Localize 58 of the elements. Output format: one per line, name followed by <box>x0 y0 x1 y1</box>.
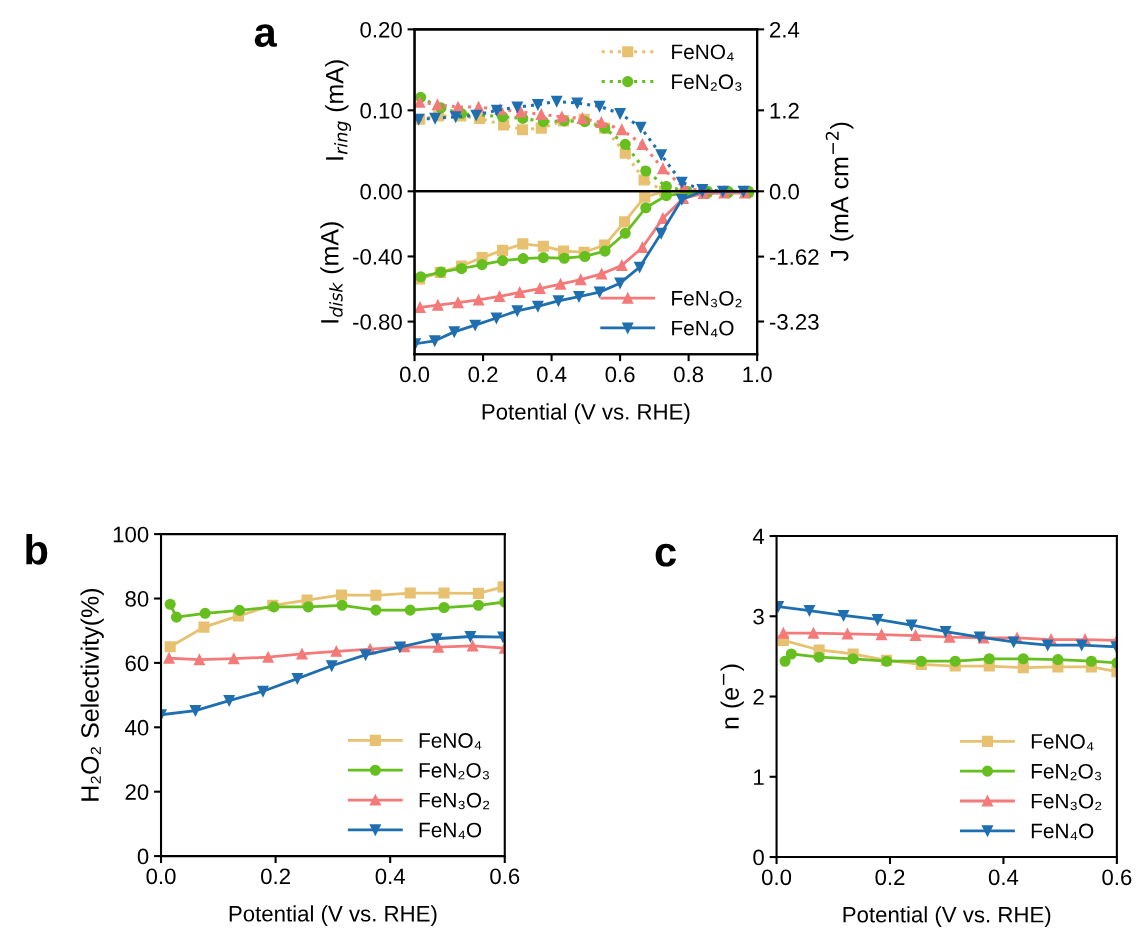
legend-label: FeN₄O <box>1031 823 1094 840</box>
y-tick-label: 0 <box>137 848 149 865</box>
x-tick-label: 0.0 <box>146 868 176 885</box>
legend-label: FeNO₄ <box>672 44 734 61</box>
y-tick-label: 0.00 <box>360 183 402 200</box>
y2-tick-label: 2.4 <box>770 21 800 38</box>
x-axis-title: Potential (V vs. RHE) <box>482 403 690 425</box>
y2-tick-label: 0.0 <box>769 183 799 200</box>
text: c <box>655 543 676 567</box>
legend-label: FeN₃O₂ <box>1031 793 1102 811</box>
x-tick-label: 1.0 <box>743 366 772 383</box>
x-axis-title: Potential (V vs. RHE) <box>229 905 437 926</box>
legend-label: FeN₂O₃ <box>419 762 489 780</box>
y-tick-label: 60 <box>125 655 149 672</box>
y-axis-title: H₂O₂ Selectivity(%) <box>80 589 104 801</box>
y-tick-label: 40 <box>125 719 149 736</box>
y-axis-title: n (e$^{−}$) <box>720 664 744 729</box>
x-tick-label: 0.8 <box>674 366 704 383</box>
y-axis-title: I$_{disk}$ (mA) <box>320 222 344 323</box>
x-tick-label: 0.4 <box>375 868 405 885</box>
y-tick-label: 3 <box>753 608 764 625</box>
y-tick-label: 2 <box>753 689 764 705</box>
y-tick-label: 0 <box>753 849 764 866</box>
x-tick-label: 0.2 <box>261 868 290 885</box>
legend-label: FeN₂O₃ <box>1031 763 1102 781</box>
legend-label: FeNO₄ <box>1031 734 1094 751</box>
legend-label: FeN₃O₂ <box>419 792 490 810</box>
x-tick-label: 0.0 <box>761 869 792 886</box>
y-tick-label: 0.20 <box>360 21 402 38</box>
x-tick-label: 0.4 <box>537 366 567 383</box>
x-tick-label: 0.4 <box>988 869 1019 886</box>
x-tick-label: 0.0 <box>399 366 430 383</box>
y-tick-label: -0.80 <box>353 314 402 330</box>
legend-label: FeN₄O <box>672 320 734 338</box>
x-tick-label: 0.2 <box>875 869 905 886</box>
legend-label: FeN₃O₂ <box>672 290 742 308</box>
legend-label: FeN₄O <box>419 822 482 839</box>
y-axis-title: I$_{ring}$ (mA) <box>325 60 352 160</box>
text: a <box>254 24 277 48</box>
y2-axis-title: J (mA cm$^{−2}$) <box>825 122 854 262</box>
x-tick-label: 0.6 <box>490 868 520 885</box>
legend-label: FeN₂O₃ <box>672 74 742 91</box>
y-tick-label: 1 <box>754 769 764 785</box>
y-tick-label: -0.40 <box>353 248 402 265</box>
x-tick-label: 0.6 <box>605 366 635 383</box>
legend-label: FeNO₄ <box>419 733 482 750</box>
x-tick-label: 0.6 <box>1102 869 1132 886</box>
y2-tick-label: 1.2 <box>770 102 799 119</box>
x-axis-title: Potential (V vs. RHE) <box>843 906 1051 927</box>
y-tick-label: 100 <box>113 526 149 543</box>
y-tick-label: 4 <box>752 528 765 545</box>
text: b <box>26 534 48 565</box>
y-tick-label: 80 <box>125 591 149 607</box>
y2-tick-label: -1.62 <box>769 249 819 265</box>
y-tick-label: 0.10 <box>360 102 402 119</box>
y2-tick-label: -3.23 <box>769 314 819 330</box>
y-tick-label: 20 <box>125 784 149 800</box>
x-tick-label: 0.2 <box>468 366 498 383</box>
